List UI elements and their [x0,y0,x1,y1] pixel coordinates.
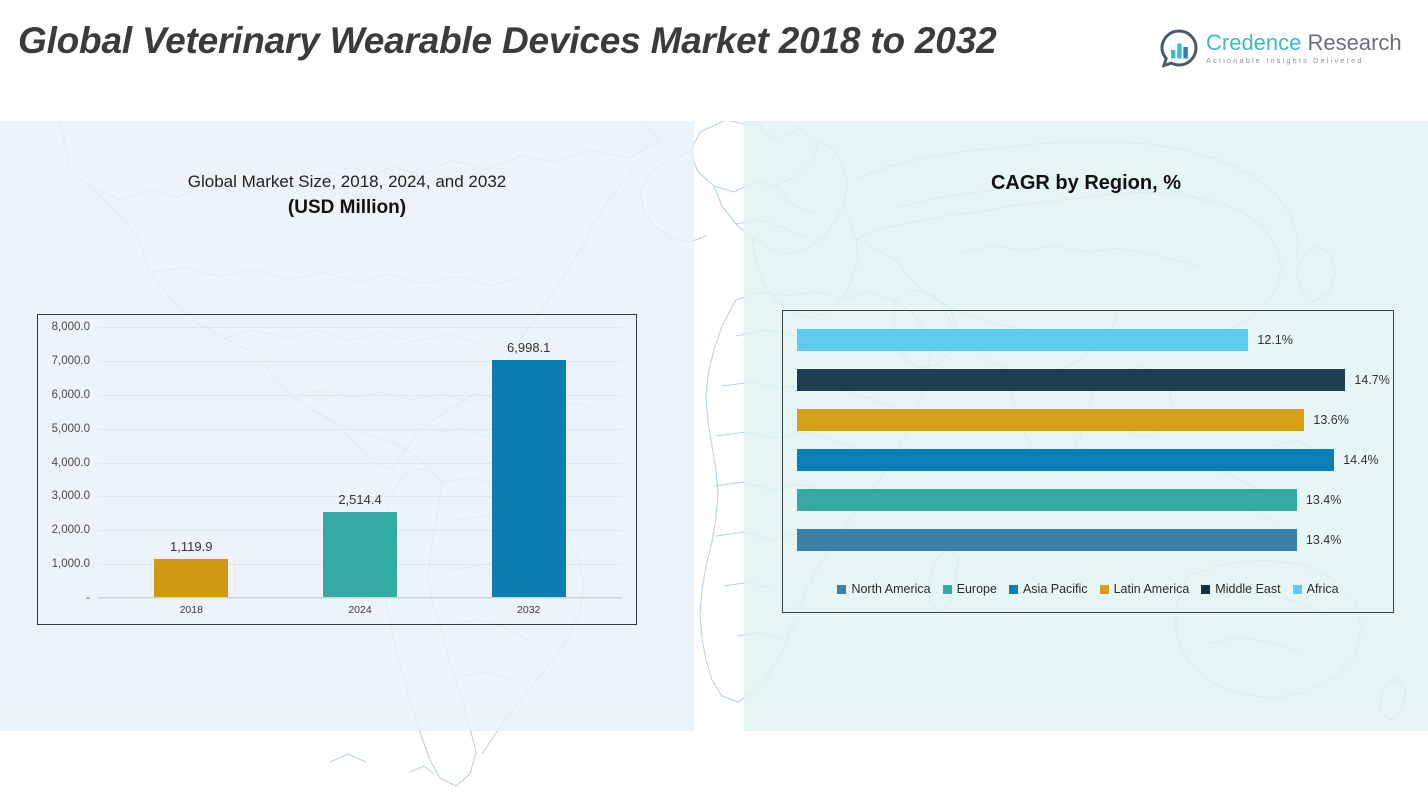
bar-chart-plot-area: 12.1% 14.7% 13.6% 14.4% 13.4% 13.4% [797,329,1390,559]
column-group: 2,514.4 2024 [323,326,397,616]
bar-row: 13.4% [797,529,1379,551]
page-title: Global Veterinary Wearable Devices Marke… [18,20,997,61]
credence-research-logo: Credence Research Actionable Insights De… [1159,28,1402,68]
bar-value-label: 14.4% [1343,453,1379,467]
bar-value-label: 13.6% [1313,413,1349,427]
credence-bubble-chart-logo-icon [1160,29,1198,68]
cagr-by-region-bar-chart: 12.1% 14.7% 13.6% 14.4% 13.4% 13.4% North Ame… [782,310,1394,613]
x-axis-category-label: 2024 [348,604,372,616]
bar-row: 12.1% [797,329,1379,351]
horizontal-bar [797,489,1297,511]
legend-item[interactable]: Asia Pacific [1008,582,1088,596]
logo-tagline: Actionable Insights Delivered [1206,56,1364,65]
legend-swatch-icon [1201,584,1211,594]
y-axis-tick-label: 3,000.0 [51,490,90,503]
legend-swatch-icon [1008,584,1018,594]
bar-row: 14.4% [797,449,1379,471]
logo-text: Credence Research Actionable Insights De… [1206,31,1402,66]
column-bar [154,559,229,597]
column-chart-plot-area: 8,000.0 7,000.0 6,000.0 5,000.0 4,000.0 3,000… [52,321,622,616]
left-chart-title-line2: (USD Million) [287,197,407,218]
bar-row: 14.7% [797,369,1390,391]
legend-swatch-icon [837,584,847,594]
horizontal-bar [797,329,1249,351]
column-value-label: 6,998.1 [507,339,551,355]
legend-swatch-icon [1292,584,1302,594]
column-bar [491,359,566,597]
market-size-column-chart: 8,000.0 7,000.0 6,000.0 5,000.0 4,000.0 3,000… [37,314,637,625]
horizontal-bar [797,449,1335,471]
legend-swatch-icon [942,584,952,594]
y-axis-tick-label: 2,000.0 [51,524,90,537]
y-axis-tick-label: 6,000.0 [51,388,90,401]
bar-value-label: 14.7% [1354,373,1390,387]
axis-baseline [98,597,622,598]
logo-name-credence: Credence [1206,30,1302,55]
x-axis-category-label: 2032 [517,604,541,616]
logo-wordmark: Credence Research [1206,31,1402,55]
right-chart-title: CAGR by Region, % [990,172,1181,194]
legend-label: Middle East [1215,582,1281,596]
bar-row: 13.6% [797,409,1379,431]
header: Global Veterinary Wearable Devices Marke… [0,0,1428,121]
y-axis-tick-label: - [86,592,90,604]
left-chart-title-line1: Global Market Size, 2018, 2024, and 2032 [187,172,507,191]
legend-item[interactable]: Europe [942,582,997,596]
legend-label: North America [851,582,931,596]
logo-name-research: Research [1307,30,1402,55]
left-chart-title: Global Market Size, 2018, 2024, and 2032… [0,170,694,222]
horizontal-bar [797,369,1346,391]
bar-row: 13.4% [797,489,1379,511]
header-background-right [1160,0,1428,121]
y-axis-tick-label: 8,000.0 [51,321,90,333]
legend-item[interactable]: North America [837,582,931,596]
gridline: 3,000.0 [52,490,622,502]
y-axis-tick-label: 4,000.0 [51,456,90,469]
legend-label: Latin America [1113,582,1190,596]
y-axis-tick-label: 5,000.0 [51,422,90,435]
column-value-label: 1,119.9 [170,539,213,555]
gridline: - [86,592,622,604]
column-group: 1,119.9 2018 [154,326,229,616]
bar-value-label: 12.1% [1257,333,1293,347]
legend-label: Africa [1306,582,1339,596]
legend-item[interactable]: Middle East [1201,582,1281,596]
legend-label: Europe [956,582,997,596]
column-bar [323,511,397,597]
column-group: 6,998.1 2032 [491,326,566,616]
y-axis-tick-label: 7,000.0 [51,354,90,367]
x-axis-category-label: 2018 [179,604,203,616]
horizontal-bar [797,529,1297,551]
bar-value-label: 13.4% [1305,493,1342,507]
legend-swatch-icon [1099,584,1109,594]
chart-legend: North America Europe Asia Pacific Latin Ame… [783,582,1393,596]
bar-value-label: 13.4% [1305,533,1342,547]
column-value-label: 2,514.4 [338,491,382,507]
legend-item[interactable]: Africa [1292,582,1339,596]
legend-item[interactable]: Latin America [1099,582,1190,596]
horizontal-bar [797,409,1305,431]
y-axis-tick-label: 1,000.0 [51,558,90,571]
legend-label: Asia Pacific [1022,582,1088,596]
